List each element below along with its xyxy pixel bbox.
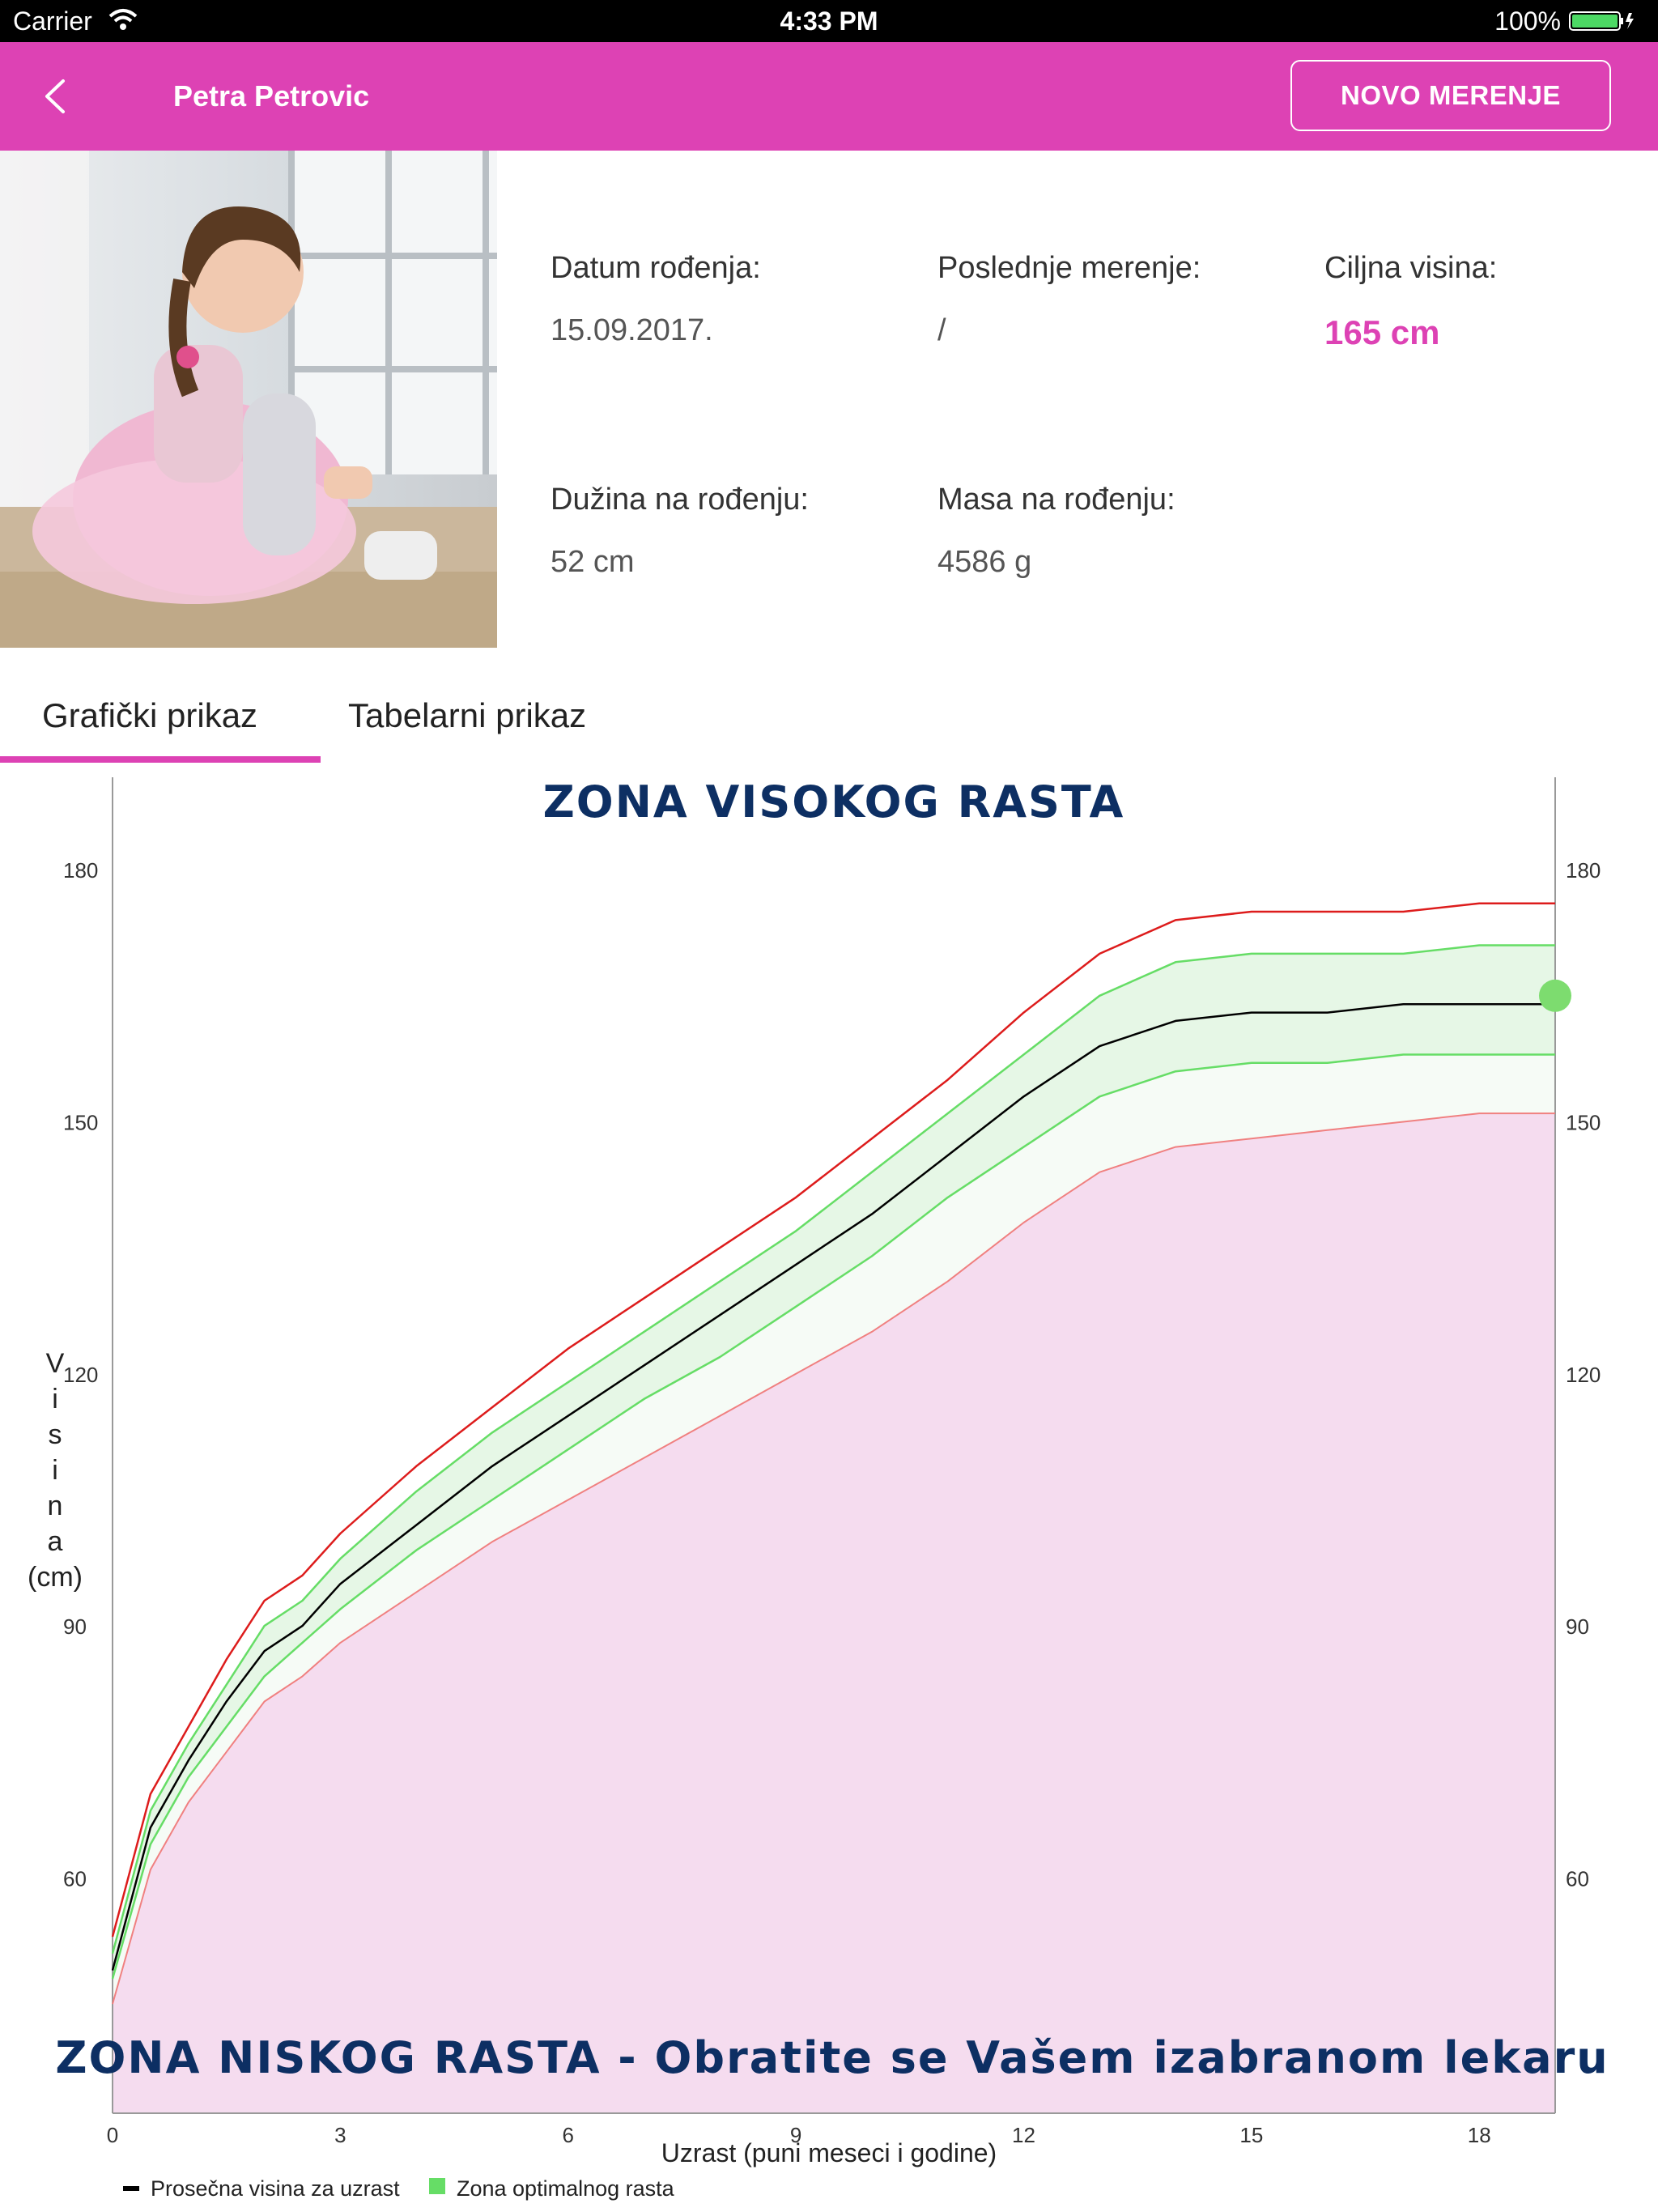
x-axis-label: Uzrast (puni meseci i godine) bbox=[661, 2138, 997, 2167]
optimal-growth-band bbox=[113, 945, 1555, 1979]
last-measurement-value: / bbox=[937, 313, 946, 347]
x-tick-0: 0 bbox=[107, 2123, 118, 2147]
lower-limit-line bbox=[112, 1112, 1555, 2005]
y-tick-right-90: 90 bbox=[1566, 1614, 1589, 1639]
battery-icon bbox=[1569, 11, 1634, 31]
y-tick-left-150: 150 bbox=[63, 1110, 98, 1134]
y-tick-left-120: 120 bbox=[63, 1363, 98, 1387]
info-birth-date: Datum rođenja: 15.09.2017. bbox=[551, 251, 761, 348]
optimal-upper-line bbox=[111, 944, 1555, 1955]
info-birth-length: Dužina na rođenju: 52 cm bbox=[551, 483, 809, 580]
y-tick-left-90: 90 bbox=[63, 1614, 87, 1639]
x-tick-18: 18 bbox=[1468, 2123, 1491, 2147]
birth-mass-label: Masa na rođenju: bbox=[937, 483, 1175, 517]
target-height-value: 165 cm bbox=[1324, 313, 1440, 351]
battery-percent: 100% bbox=[1494, 6, 1561, 36]
upper-limit-line bbox=[111, 902, 1555, 1938]
legend-label-mean: Prosečna visina za uzrast bbox=[151, 2176, 400, 2201]
info-last-measurement: Poslednje merenje: / bbox=[937, 251, 1201, 348]
birth-date-value: 15.09.2017. bbox=[551, 313, 713, 347]
info-target-height: Ciljna visina: 165 cm bbox=[1324, 251, 1497, 352]
mean-height-line bbox=[111, 1002, 1555, 1971]
view-tabs: Grafički prikaz Tabelarni prikaz bbox=[0, 687, 1658, 768]
info-birth-mass: Masa na rođenju: 4586 g bbox=[937, 483, 1175, 580]
y-tick-left-60: 60 bbox=[63, 1866, 87, 1891]
x-tick-3: 3 bbox=[334, 2123, 346, 2147]
legend-swatch-mean bbox=[123, 2186, 139, 2191]
clock: 4:33 PM bbox=[780, 6, 878, 36]
child-photo bbox=[0, 151, 497, 648]
y-tick-right-120: 120 bbox=[1566, 1363, 1601, 1387]
legend-label-optimal: Zona optimalnog rasta bbox=[457, 2176, 675, 2201]
growth-chart: 60 60 90 90 120 120 150 150 180 180 0 3 6 9 12 15 18 ZONA… bbox=[28, 776, 1609, 2201]
status-bar: Carrier 4:33 PM 100% bbox=[0, 0, 1658, 42]
birth-length-label: Dužina na rođenju: bbox=[551, 483, 809, 517]
last-measurement-label: Poslednje merenje: bbox=[937, 251, 1201, 285]
wifi-icon bbox=[108, 9, 138, 30]
optimal-lower-line bbox=[111, 1053, 1555, 1980]
tab-graphic[interactable]: Grafički prikaz bbox=[42, 696, 258, 734]
low-growth-zone-label: ZONA NISKOG RASTA - Obratite se Vašem iz… bbox=[55, 2032, 1609, 2083]
y-tick-left-180: 180 bbox=[63, 858, 98, 883]
birth-date-label: Datum rođenja: bbox=[551, 251, 761, 285]
carrier-label: Carrier bbox=[13, 6, 92, 36]
x-tick-15: 15 bbox=[1239, 2123, 1263, 2147]
target-height-label: Ciljna visina: bbox=[1324, 251, 1498, 285]
y-tick-right-180: 180 bbox=[1566, 858, 1601, 883]
new-measurement-button[interactable]: NOVO MERENJE bbox=[1290, 60, 1611, 131]
high-growth-zone-label: ZONA VISOKOG RASTA bbox=[543, 776, 1125, 827]
birth-mass-value: 4586 g bbox=[937, 545, 1032, 579]
back-chevron-icon[interactable] bbox=[39, 76, 71, 117]
navigation-bar: Petra Petrovic NOVO MERENJE bbox=[0, 42, 1658, 151]
x-tick-9: 9 bbox=[790, 2123, 801, 2147]
y-tick-right-60: 60 bbox=[1566, 1866, 1589, 1891]
y-tick-right-150: 150 bbox=[1566, 1110, 1601, 1134]
patient-name: Petra Petrovic bbox=[173, 79, 370, 113]
x-tick-6: 6 bbox=[563, 2123, 574, 2147]
active-tab-indicator bbox=[0, 756, 321, 763]
low-growth-zone bbox=[113, 1113, 1555, 2113]
birth-length-value: 52 cm bbox=[551, 545, 635, 579]
tab-table[interactable]: Tabelarni prikaz bbox=[348, 696, 587, 734]
legend-swatch-optimal bbox=[429, 2178, 445, 2194]
x-tick-12: 12 bbox=[1012, 2123, 1035, 2147]
target-height-point bbox=[1539, 979, 1571, 1012]
